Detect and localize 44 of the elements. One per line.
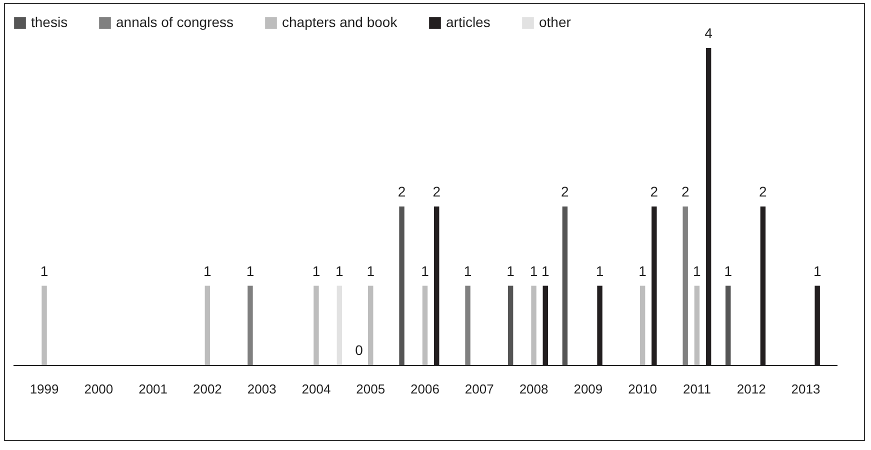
x-tick-label: 2012 [736, 382, 766, 396]
data-label: 1 [506, 262, 515, 279]
data-label: 1 [464, 262, 472, 279]
data-label: 1 [693, 262, 702, 279]
data-label: 1 [530, 262, 538, 279]
data-label: 4 [704, 25, 713, 41]
data-label: 1 [312, 262, 320, 279]
x-tick-label: 2013 [791, 382, 820, 396]
data-label: 1 [366, 262, 375, 279]
x-tick-label: 2005 [356, 382, 386, 396]
x-tick-label: 2003 [247, 382, 276, 396]
legend-label: chapters and book [282, 14, 398, 30]
x-tick-label: 2000 [84, 382, 114, 396]
x-tick-label: 2007 [464, 382, 494, 396]
x-tick-label: 1999 [30, 382, 59, 396]
x-tick-label: 2011 [682, 382, 711, 396]
x-tick-label: 2002 [192, 382, 222, 396]
data-label: 1 [40, 262, 48, 279]
data-label: 1 [813, 262, 822, 279]
data-label: 0 [355, 342, 364, 358]
x-tick-label: 2001 [138, 382, 168, 396]
data-label: 2 [398, 184, 406, 200]
data-label: 1 [246, 262, 254, 279]
data-label: 2 [681, 184, 690, 200]
data-label: 2 [432, 184, 441, 200]
data-label: 1 [638, 262, 647, 279]
data-label: 2 [650, 184, 658, 200]
legend-label: annals of congress [116, 14, 234, 30]
legend-label: other [539, 14, 572, 30]
data-label: 1 [336, 262, 344, 279]
data-label: 1 [204, 262, 212, 279]
data-label: 2 [561, 184, 570, 200]
legend-label: articles [446, 14, 490, 30]
legend-label: thesis [31, 14, 68, 30]
x-tick-label: 2008 [519, 382, 548, 396]
x-tick-label: 2009 [574, 382, 603, 396]
x-tick-label: 2010 [628, 382, 658, 396]
x-tick-label: 2006 [410, 382, 440, 396]
x-tick-label: 2004 [302, 382, 331, 396]
data-label: 1 [724, 262, 732, 279]
data-label: 1 [596, 262, 604, 279]
data-label: 2 [759, 184, 768, 200]
data-label: 1 [541, 262, 550, 279]
data-label: 1 [421, 262, 430, 279]
